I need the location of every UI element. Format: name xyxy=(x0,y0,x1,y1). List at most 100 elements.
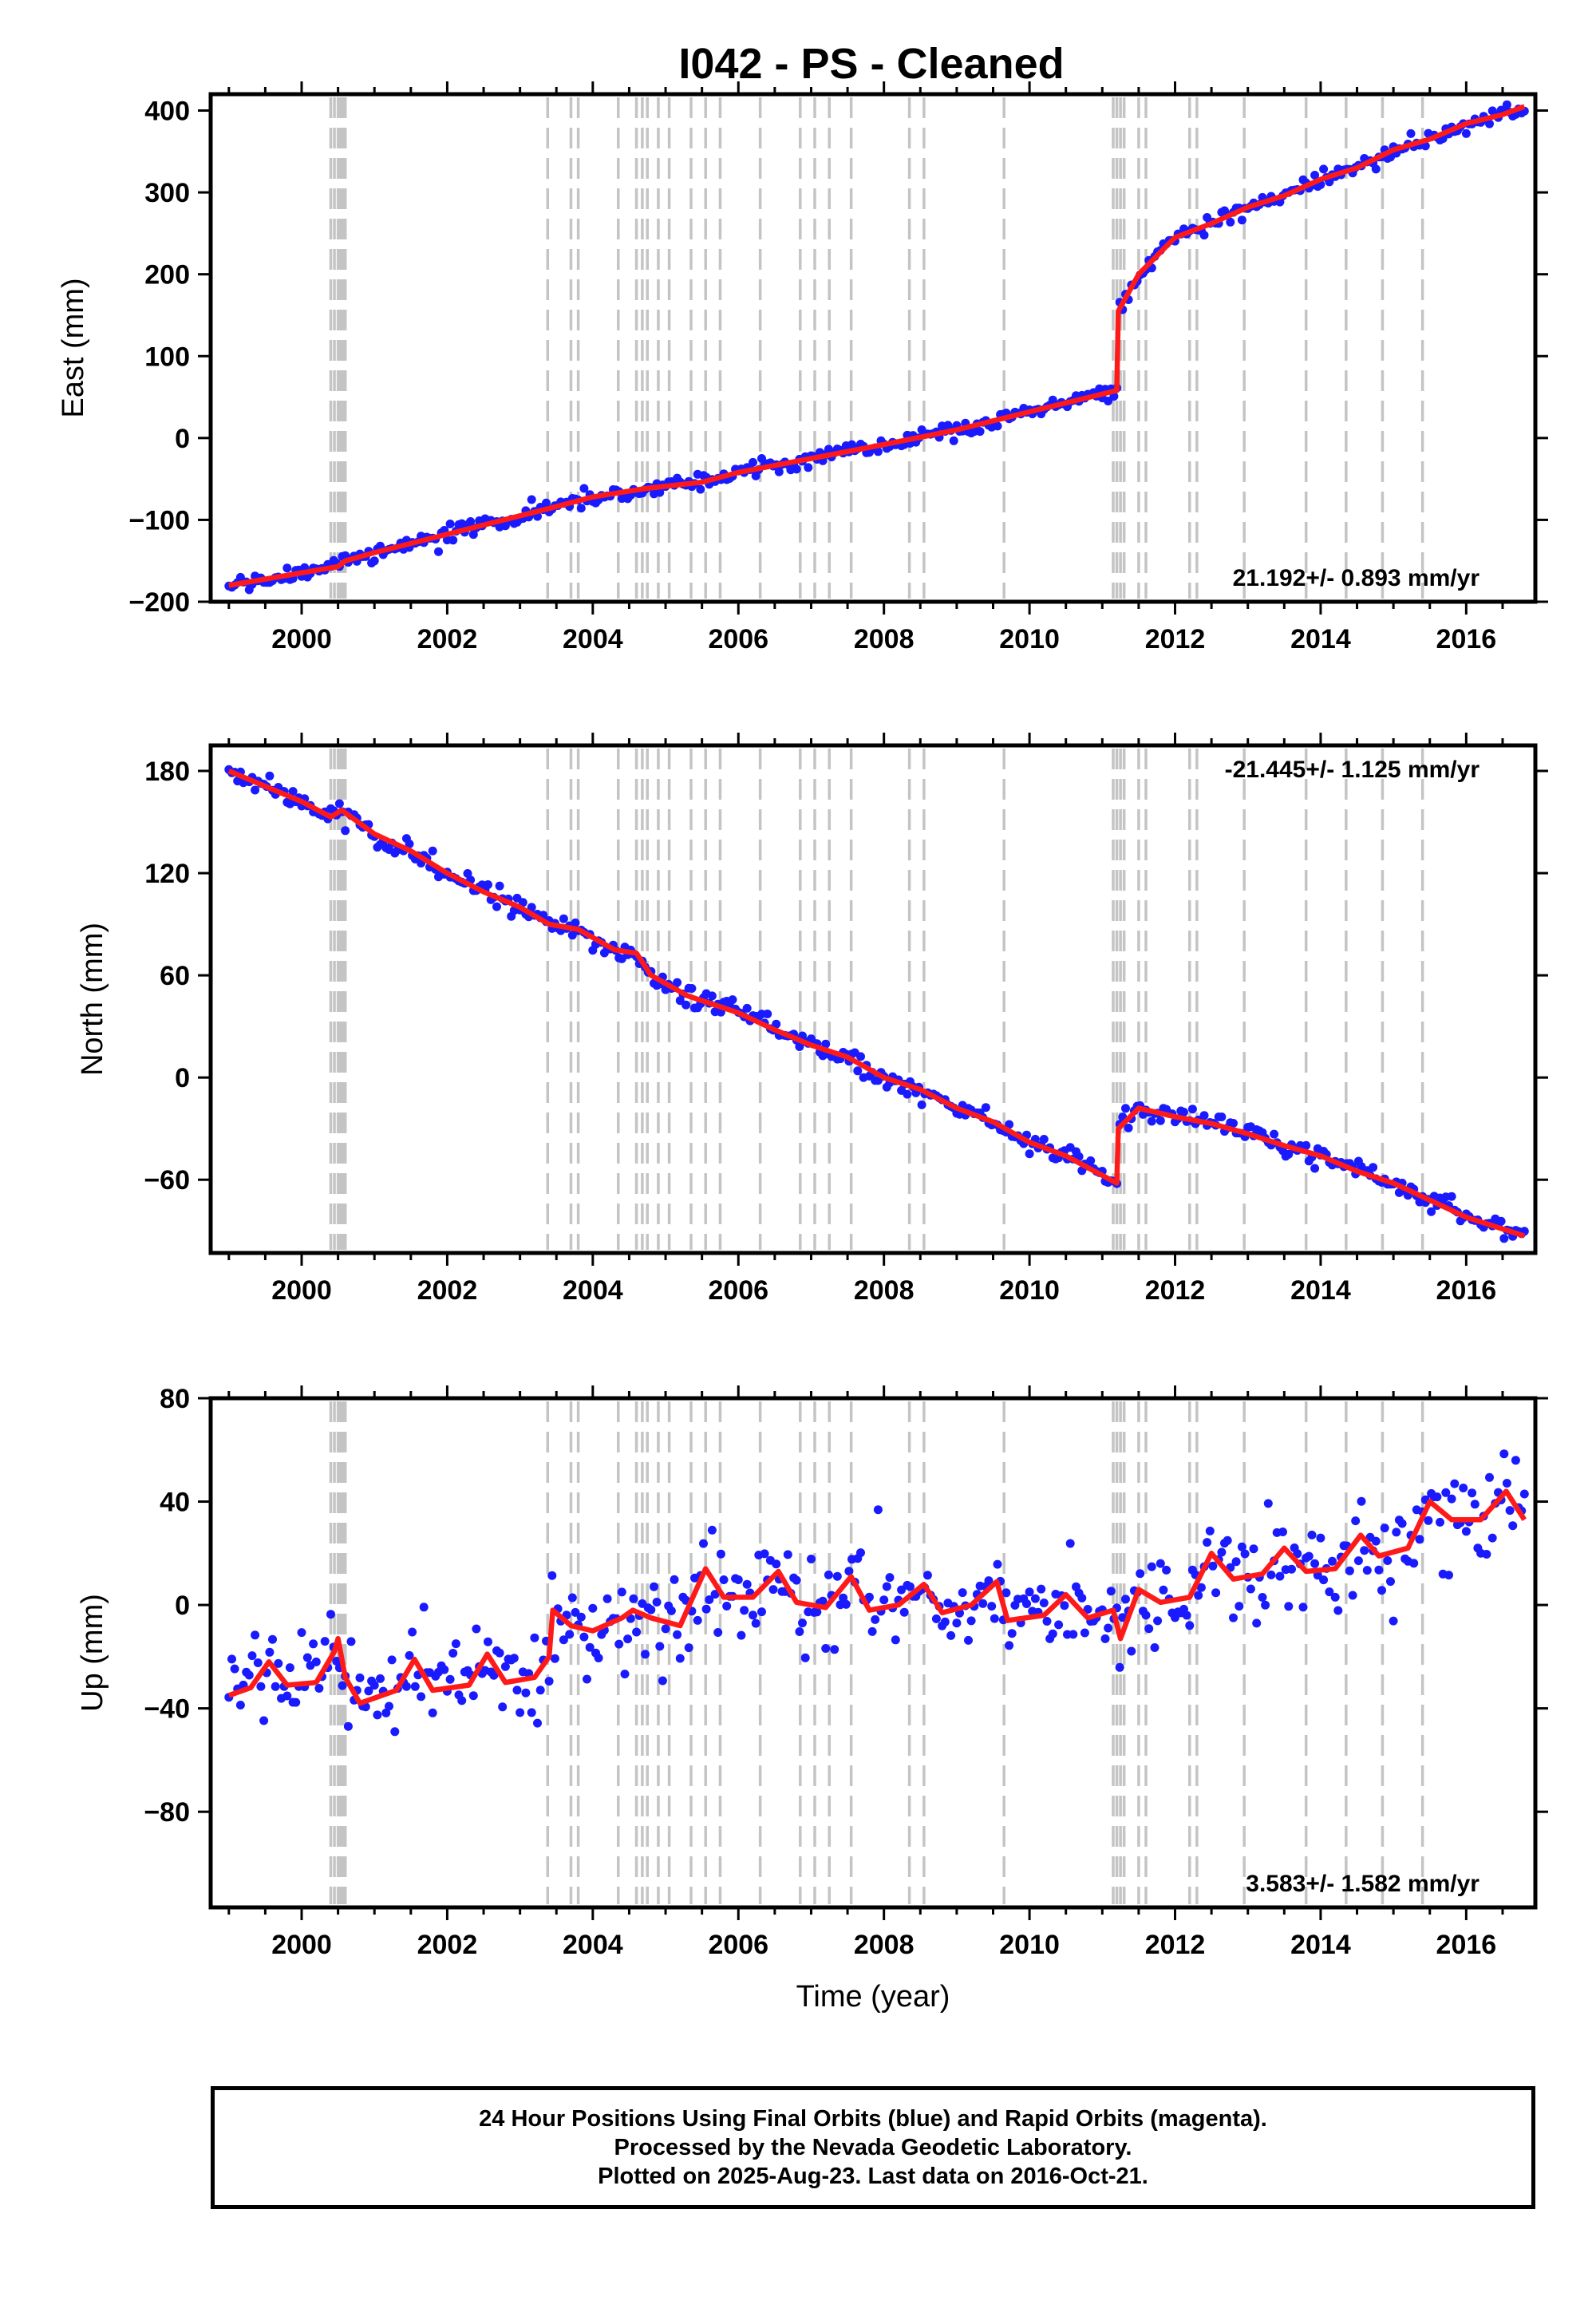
up-position-point xyxy=(291,1697,301,1707)
north-position-point xyxy=(559,914,568,923)
up-position-point xyxy=(964,1635,973,1645)
up-position-point xyxy=(1371,1536,1381,1546)
up-position-point xyxy=(1162,1565,1171,1575)
north-position-point xyxy=(405,840,414,848)
east-position-point xyxy=(1461,128,1471,138)
up-position-point xyxy=(1275,1571,1285,1581)
up-position-point xyxy=(1022,1599,1031,1608)
up-position-point xyxy=(993,1559,1002,1569)
north-position-point xyxy=(1217,1113,1227,1121)
up-position-point xyxy=(1156,1559,1165,1568)
up-x-tick-label: 2002 xyxy=(417,1930,478,1960)
up-position-point xyxy=(1240,1549,1250,1559)
up-position-point xyxy=(1217,1547,1227,1557)
up-position-point xyxy=(856,1548,865,1558)
up-position-point xyxy=(812,1607,822,1617)
east-position-point xyxy=(696,484,705,494)
up-y-tick-label: −40 xyxy=(144,1694,190,1725)
up-position-point xyxy=(1261,1600,1270,1610)
up-position-point xyxy=(899,1607,909,1617)
up-position-point xyxy=(1039,1599,1049,1607)
north-y-tick-label: −60 xyxy=(144,1165,190,1196)
up-x-tick-label: 2014 xyxy=(1290,1930,1351,1960)
up-position-point xyxy=(1037,1584,1046,1594)
east-position-point xyxy=(1406,128,1416,138)
up-position-point xyxy=(832,1571,842,1581)
up-position-point xyxy=(655,1642,665,1651)
east-y-tick-label: 400 xyxy=(144,97,190,127)
east-y-tick-label: −200 xyxy=(128,587,190,618)
up-position-point xyxy=(1144,1624,1154,1634)
north-position-point xyxy=(903,1089,912,1099)
up-position-point xyxy=(922,1571,932,1580)
east-panel: 2000 2002 2004 2006 2008 2010 2012 2014 2016−200… xyxy=(57,81,1548,654)
north-position-point xyxy=(1156,1116,1165,1125)
up-position-point xyxy=(247,1651,257,1661)
up-position-point xyxy=(792,1575,801,1585)
up-plot-frame xyxy=(208,1396,1538,1910)
up-position-point xyxy=(1001,1588,1011,1598)
east-position-point xyxy=(466,517,476,526)
up-position-point xyxy=(1231,1557,1241,1567)
up-position-point xyxy=(1304,1551,1314,1561)
up-x-tick-label: 2000 xyxy=(271,1930,332,1960)
up-position-point xyxy=(1415,1535,1424,1544)
up-position-point xyxy=(373,1710,382,1720)
up-position-point xyxy=(1444,1571,1453,1580)
up-position-point xyxy=(1030,1594,1040,1603)
east-x-tick-label: 2012 xyxy=(1145,624,1206,654)
up-position-point xyxy=(760,1549,769,1559)
north-position-point xyxy=(334,799,344,808)
east-position-point xyxy=(975,427,985,437)
up-position-point xyxy=(772,1559,781,1569)
up-position-point xyxy=(931,1614,941,1623)
north-position-point xyxy=(1499,1234,1509,1243)
east-position-point xyxy=(1319,164,1329,174)
up-position-point xyxy=(990,1614,999,1623)
up-position-point xyxy=(1325,1587,1334,1597)
up-position-point xyxy=(332,1657,342,1666)
up-position-point xyxy=(472,1624,481,1634)
north-position-point xyxy=(1310,1164,1320,1173)
east-y-tick-label: −100 xyxy=(128,505,190,536)
east-position-point xyxy=(1104,397,1113,405)
up-position-point xyxy=(265,1647,275,1657)
up-position-point xyxy=(1432,1492,1442,1502)
up-position-point xyxy=(1447,1494,1456,1504)
east-position-point xyxy=(1048,395,1057,405)
up-position-point xyxy=(1252,1618,1262,1628)
up-position-point xyxy=(614,1639,624,1649)
up-position-point xyxy=(675,1654,685,1663)
up-position-point xyxy=(244,1670,254,1680)
east-position-point xyxy=(804,463,813,472)
north-x-tick-label: 2006 xyxy=(708,1275,768,1306)
up-position-point xyxy=(1278,1528,1287,1536)
up-position-point xyxy=(516,1708,525,1717)
north-x-tick-label: 2002 xyxy=(417,1275,478,1306)
up-position-point xyxy=(751,1618,760,1628)
north-event-lines xyxy=(329,749,1424,1250)
figure-title: I042 - PS - Cleaned xyxy=(678,40,1064,88)
up-position-point xyxy=(757,1607,766,1617)
panels: 2000 2002 2004 2006 2008 2010 2012 2014 2016−200… xyxy=(57,81,1548,2014)
footer-line-3: Plotted on 2025-Aug-23. Last data on 201… xyxy=(598,2164,1148,2189)
up-position-point xyxy=(879,1595,889,1605)
north-position-point xyxy=(428,846,437,856)
up-position-point xyxy=(768,1585,778,1595)
up-position-point xyxy=(495,1648,504,1658)
north-y-tick-label: 180 xyxy=(144,757,190,787)
up-position-point xyxy=(320,1637,330,1646)
up-position-point xyxy=(1482,1550,1491,1559)
up-y-tick-label: 80 xyxy=(160,1384,190,1414)
east-x-tick-label: 2016 xyxy=(1436,624,1497,654)
up-position-point xyxy=(1499,1449,1509,1459)
up-position-point xyxy=(885,1573,895,1583)
north-position-point xyxy=(1427,1207,1436,1216)
east-position-point xyxy=(949,436,958,445)
up-position-point xyxy=(795,1627,804,1636)
up-position-point xyxy=(871,1614,880,1624)
up-position-point xyxy=(1104,1623,1113,1633)
up-position-point xyxy=(387,1655,397,1665)
up-position-point xyxy=(1080,1628,1089,1638)
up-position-point xyxy=(1348,1591,1357,1600)
